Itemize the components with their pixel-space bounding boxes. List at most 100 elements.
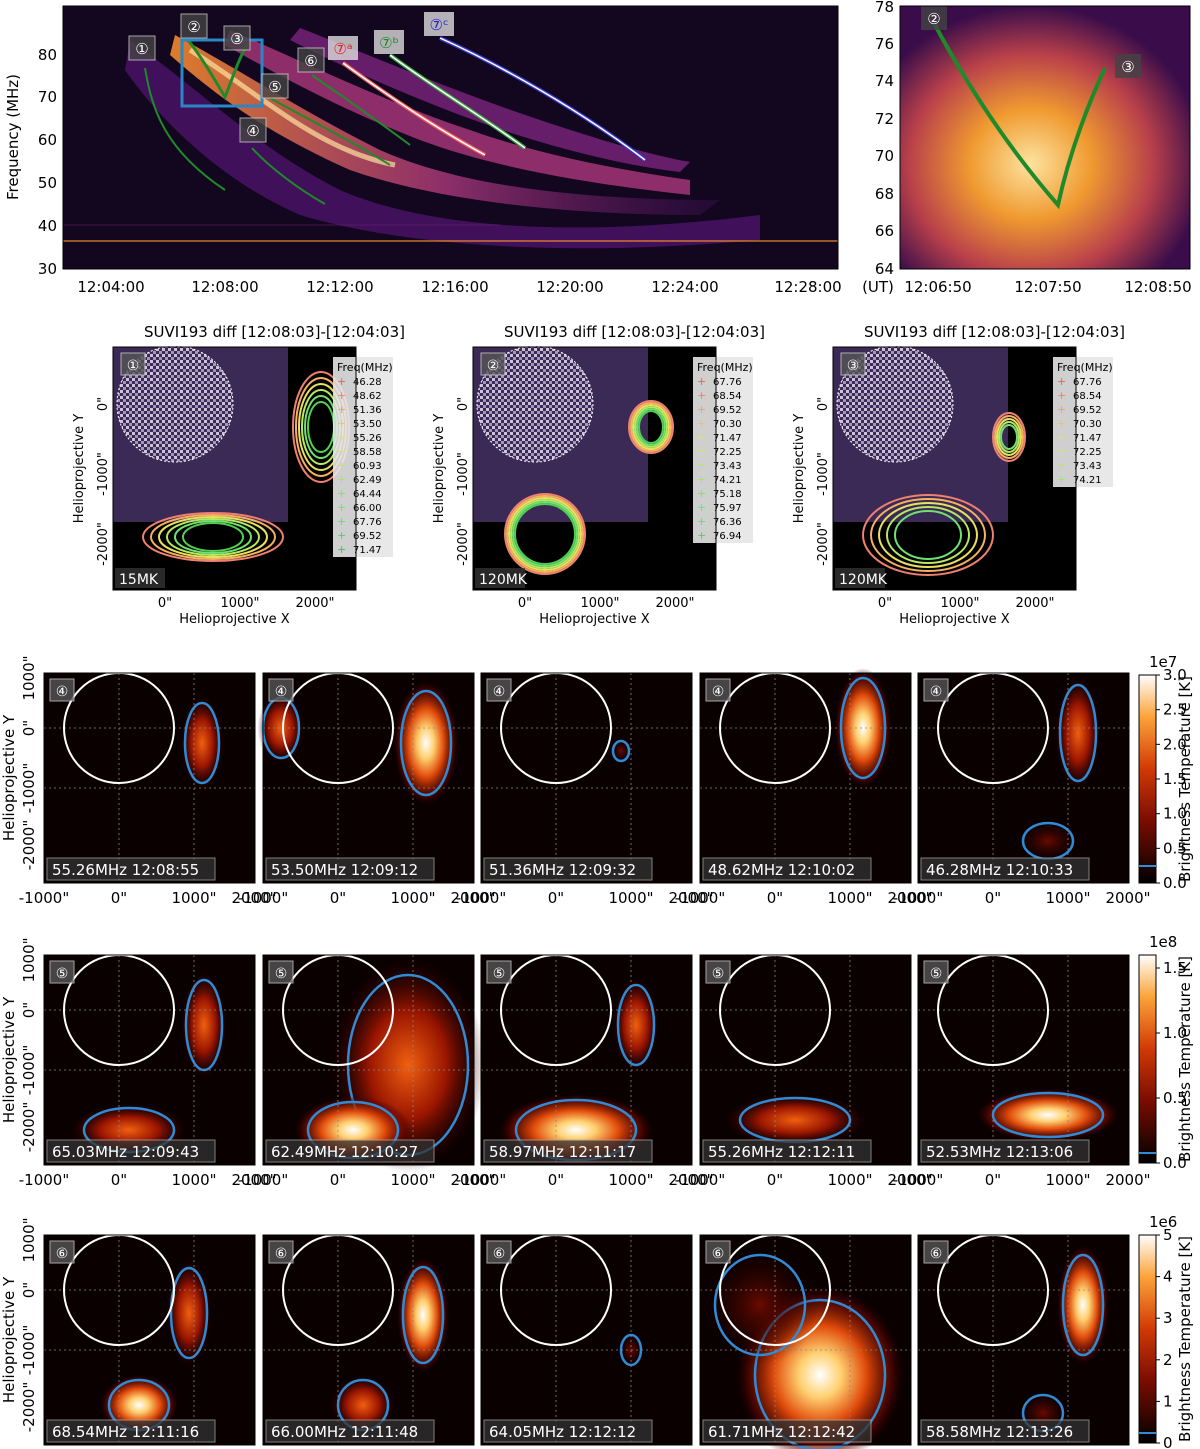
suvi-title: SUVI193 diff [12:08:03]-[12:04:03] xyxy=(864,323,1125,341)
legend-marker: + xyxy=(337,445,346,458)
map-badge-box xyxy=(49,960,75,984)
legend-marker: + xyxy=(337,515,346,528)
suvi-xtick: 1000" xyxy=(220,596,259,611)
suvi-xtick: 0" xyxy=(158,596,172,611)
map-xtick: 2000" xyxy=(887,889,932,907)
legend-marker: + xyxy=(337,529,346,542)
map-xtick: 0" xyxy=(111,1171,127,1189)
legend-marker: + xyxy=(1057,375,1066,388)
suvi-badge: ③ xyxy=(847,358,860,374)
contour xyxy=(158,516,268,558)
suvi-badge: ① xyxy=(127,358,140,374)
contour xyxy=(504,493,586,575)
emission-source xyxy=(165,1259,213,1367)
colorbar-tick-label: 2.0 xyxy=(1163,735,1187,753)
map-label: 51.36MHz 12:09:32 xyxy=(489,861,636,879)
radio-maps: ④55.26MHz 12:08:55-1000" 0" 1000" 2000"④53.… xyxy=(0,653,1194,1449)
map-badge-box xyxy=(486,1240,512,1264)
suvi-ytick: -2000" xyxy=(456,522,471,566)
legend-freq: 76.36 xyxy=(713,517,742,528)
colorbar-tick-label: 0.5 xyxy=(1163,839,1187,857)
suvi-badge: ② xyxy=(487,358,500,374)
map-badge-box xyxy=(923,1240,949,1264)
map-frame xyxy=(262,954,475,1166)
map-ytick: 1000" xyxy=(20,1217,38,1262)
map-xtick: 0" xyxy=(548,1171,564,1189)
legend-freq: 55.26 xyxy=(353,433,382,444)
colorbar-exponent: 1e6 xyxy=(1149,1213,1177,1231)
suvi-xtick: 2000" xyxy=(295,596,334,611)
map-xtick: 1000" xyxy=(390,1171,435,1189)
emission-source xyxy=(1054,675,1102,791)
map-frame xyxy=(699,954,912,1166)
suvi-ytick: -2000" xyxy=(96,522,111,566)
svg-text:78: 78 xyxy=(875,0,894,16)
legend-freq: 69.52 xyxy=(353,531,382,542)
map-frame xyxy=(43,954,256,1166)
map-frame xyxy=(699,672,912,884)
radio-map-panel: ④ 55.26MHz 12:08:55 -1000" 0" 1000" 2000" xyxy=(19,672,277,907)
map-xtick: 1000" xyxy=(390,889,435,907)
colorbar-tick-label: 1 xyxy=(1163,1392,1173,1410)
map-xtick: -1000" xyxy=(238,1171,289,1189)
map-frame xyxy=(262,672,475,884)
colorbar-tick-label: 0.5 xyxy=(1163,1089,1187,1107)
freq-legend xyxy=(693,357,753,543)
legend-marker: + xyxy=(697,431,706,444)
map-frame xyxy=(480,1234,693,1446)
svg-text:68: 68 xyxy=(875,185,894,203)
solar-limb xyxy=(476,345,594,463)
map-ytick: -1000" xyxy=(20,763,38,814)
map-frame xyxy=(917,1234,1130,1446)
map-label-box xyxy=(265,1139,435,1163)
contour xyxy=(992,412,1026,462)
contour xyxy=(616,983,656,1067)
map-xtick: 2000" xyxy=(231,889,276,907)
colorbar-tick-label: 1.5 xyxy=(1163,959,1187,977)
suvi-ytick: 0" xyxy=(456,397,471,411)
svg-text:70: 70 xyxy=(38,88,57,106)
contour xyxy=(862,494,994,576)
map-badge-box xyxy=(49,678,75,702)
legend-title: Freq(MHz) xyxy=(337,361,393,374)
radio-map-panel: ⑤ 62.49MHz 12:10:27 -1000" 0" 1000" 2000" xyxy=(238,954,496,1189)
contour xyxy=(870,498,986,572)
map-background xyxy=(481,1235,692,1445)
suvi-badge-box xyxy=(840,352,866,376)
contour xyxy=(150,514,276,560)
legend-marker: + xyxy=(697,515,706,528)
map-xtick: 1000" xyxy=(827,889,872,907)
map-label-box xyxy=(920,1419,1090,1443)
emission-source xyxy=(393,680,459,806)
map-ytick: 0" xyxy=(20,1002,38,1018)
map-xtick: 0" xyxy=(767,889,783,907)
map-ylabel: Helioprojective Y xyxy=(0,1276,18,1403)
map-badge: ④ xyxy=(493,684,506,700)
suvi-xtick: 2000" xyxy=(1015,596,1054,611)
emission-source xyxy=(1057,1245,1109,1365)
legend-marker: + xyxy=(697,487,706,500)
radio-map-panel: ⑤ 65.03MHz 12:09:43 -1000" 0" 1000" 2000" xyxy=(19,954,277,1189)
map-label: 55.26MHz 12:08:55 xyxy=(52,861,199,879)
map-row-3: ⑥68.54MHz 12:11:16-1000"0"1000"2000"⑥66.… xyxy=(0,1213,1194,1449)
map-badge-box xyxy=(705,678,731,702)
y-axis-label: Frequency (MHz) xyxy=(4,74,22,200)
contour xyxy=(514,503,576,565)
colorbar-exponent: 1e7 xyxy=(1149,653,1177,671)
svg-text:76: 76 xyxy=(875,35,894,53)
map-ytick: 1000" xyxy=(20,937,38,982)
freq-legend xyxy=(333,357,393,557)
contour xyxy=(169,1266,209,1360)
legend-marker: + xyxy=(697,389,706,402)
map-ytick: 0" xyxy=(20,720,38,736)
colorbar-tick-label: 2.5 xyxy=(1163,701,1187,719)
map-ylabel: Helioprojective Y xyxy=(0,996,18,1123)
suvi-xtick: 0" xyxy=(878,596,892,611)
colorbar-tick-label: 1.5 xyxy=(1163,770,1187,788)
map-background xyxy=(44,673,255,883)
legend-freq: 69.52 xyxy=(713,405,742,416)
map-label: 64.05MHz 12:12:12 xyxy=(489,1423,636,1441)
suvi-badge-box xyxy=(480,352,506,376)
legend-freq: 62.49 xyxy=(353,475,382,486)
colorbar-exponent: 1e8 xyxy=(1149,933,1177,951)
